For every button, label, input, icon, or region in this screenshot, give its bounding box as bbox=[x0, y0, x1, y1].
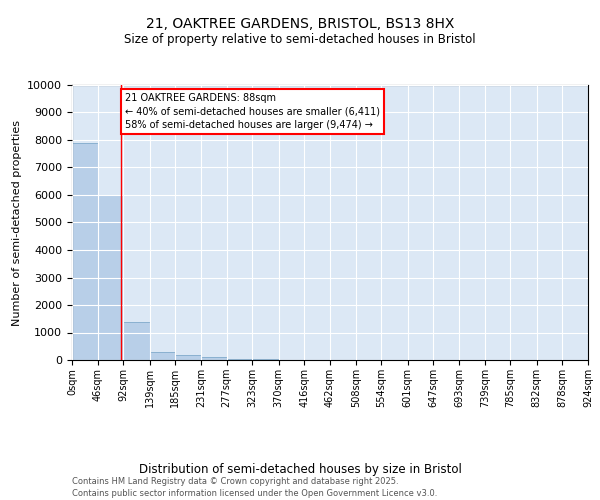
Bar bbox=[149, 352, 175, 360]
Bar bbox=[124, 322, 149, 360]
Bar bbox=[253, 359, 278, 360]
Bar bbox=[175, 354, 201, 360]
Y-axis label: Number of semi-detached properties: Number of semi-detached properties bbox=[12, 120, 22, 326]
Text: Distribution of semi-detached houses by size in Bristol: Distribution of semi-detached houses by … bbox=[139, 462, 461, 475]
Bar bbox=[98, 195, 124, 360]
Bar bbox=[72, 142, 98, 360]
Bar bbox=[201, 357, 227, 360]
Text: Contains HM Land Registry data © Crown copyright and database right 2025.
Contai: Contains HM Land Registry data © Crown c… bbox=[72, 476, 437, 498]
Text: 21 OAKTREE GARDENS: 88sqm
← 40% of semi-detached houses are smaller (6,411)
58% : 21 OAKTREE GARDENS: 88sqm ← 40% of semi-… bbox=[125, 93, 380, 130]
Text: 21, OAKTREE GARDENS, BRISTOL, BS13 8HX: 21, OAKTREE GARDENS, BRISTOL, BS13 8HX bbox=[146, 18, 454, 32]
Bar bbox=[227, 358, 253, 360]
Text: Size of property relative to semi-detached houses in Bristol: Size of property relative to semi-detach… bbox=[124, 32, 476, 46]
